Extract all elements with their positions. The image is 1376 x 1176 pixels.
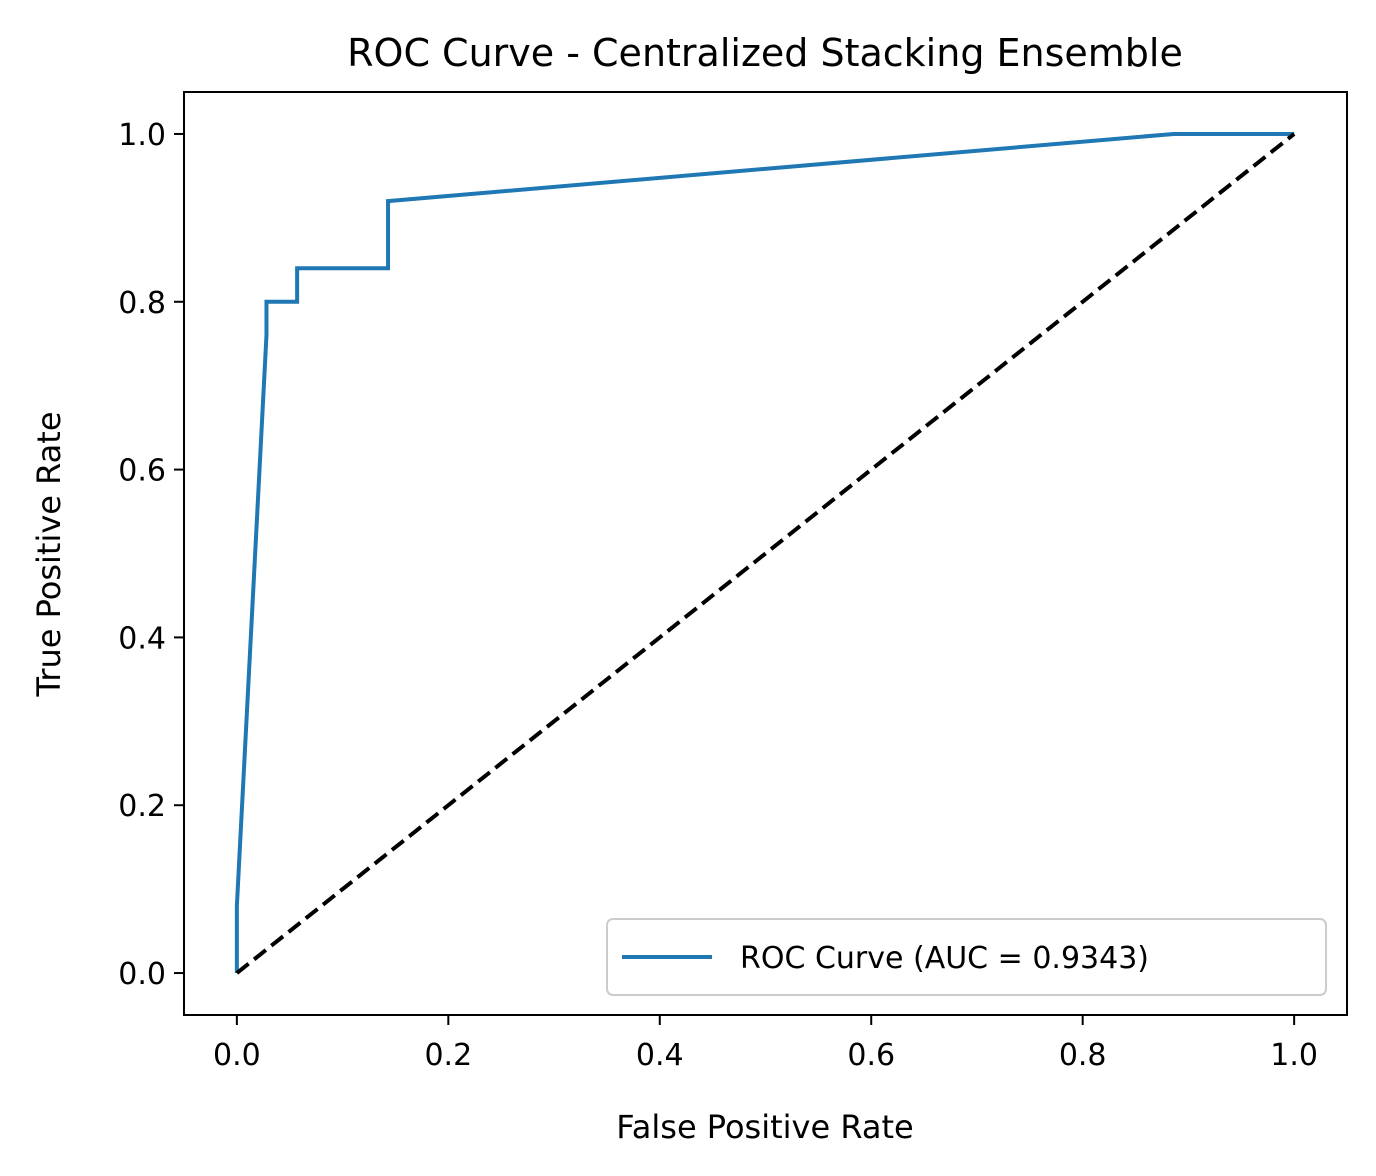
x-tick-label: 0.0	[213, 1038, 261, 1073]
y-tick-label: 0.0	[118, 957, 166, 992]
x-tick-label: 0.4	[636, 1038, 684, 1073]
legend: ROC Curve (AUC = 0.9343)	[606, 918, 1327, 996]
chance-diagonal-line	[235, 132, 1296, 975]
legend-label-roc: ROC Curve (AUC = 0.9343)	[740, 941, 1149, 976]
series-layer	[234, 131, 1296, 975]
x-tick-label: 0.6	[847, 1038, 895, 1073]
y-tick-label: 0.8	[118, 286, 166, 321]
x-tick-label: 1.0	[1270, 1038, 1318, 1073]
x-tick-label: 0.8	[1059, 1038, 1107, 1073]
chart-title: ROC Curve - Centralized Stacking Ensembl…	[347, 31, 1183, 75]
legend-box	[606, 918, 1327, 996]
x-tick-label: 0.2	[424, 1038, 472, 1073]
y-tick-label: 0.2	[118, 789, 166, 824]
x-axis-label: False Positive Rate	[616, 1108, 913, 1146]
y-axis-label: True Positive Rate	[30, 411, 68, 697]
y-tick-label: 0.6	[118, 454, 166, 489]
roc-curve-line	[234, 131, 1295, 974]
y-tick-label: 0.4	[118, 621, 166, 656]
y-tick-label: 1.0	[118, 118, 166, 153]
x-axis-ticks: 0.0 0.2 0.4 0.6 0.8 1.0	[213, 1015, 1318, 1073]
y-axis-ticks: 0.0 0.2 0.4 0.6 0.8 1.0	[118, 118, 184, 992]
plot-area: 0.0 0.2 0.4 0.6 0.8 1.0 0.0 0.2 0.4 0.6 0.8 1.0	[118, 91, 1348, 1073]
axes-frame	[183, 91, 1348, 1016]
